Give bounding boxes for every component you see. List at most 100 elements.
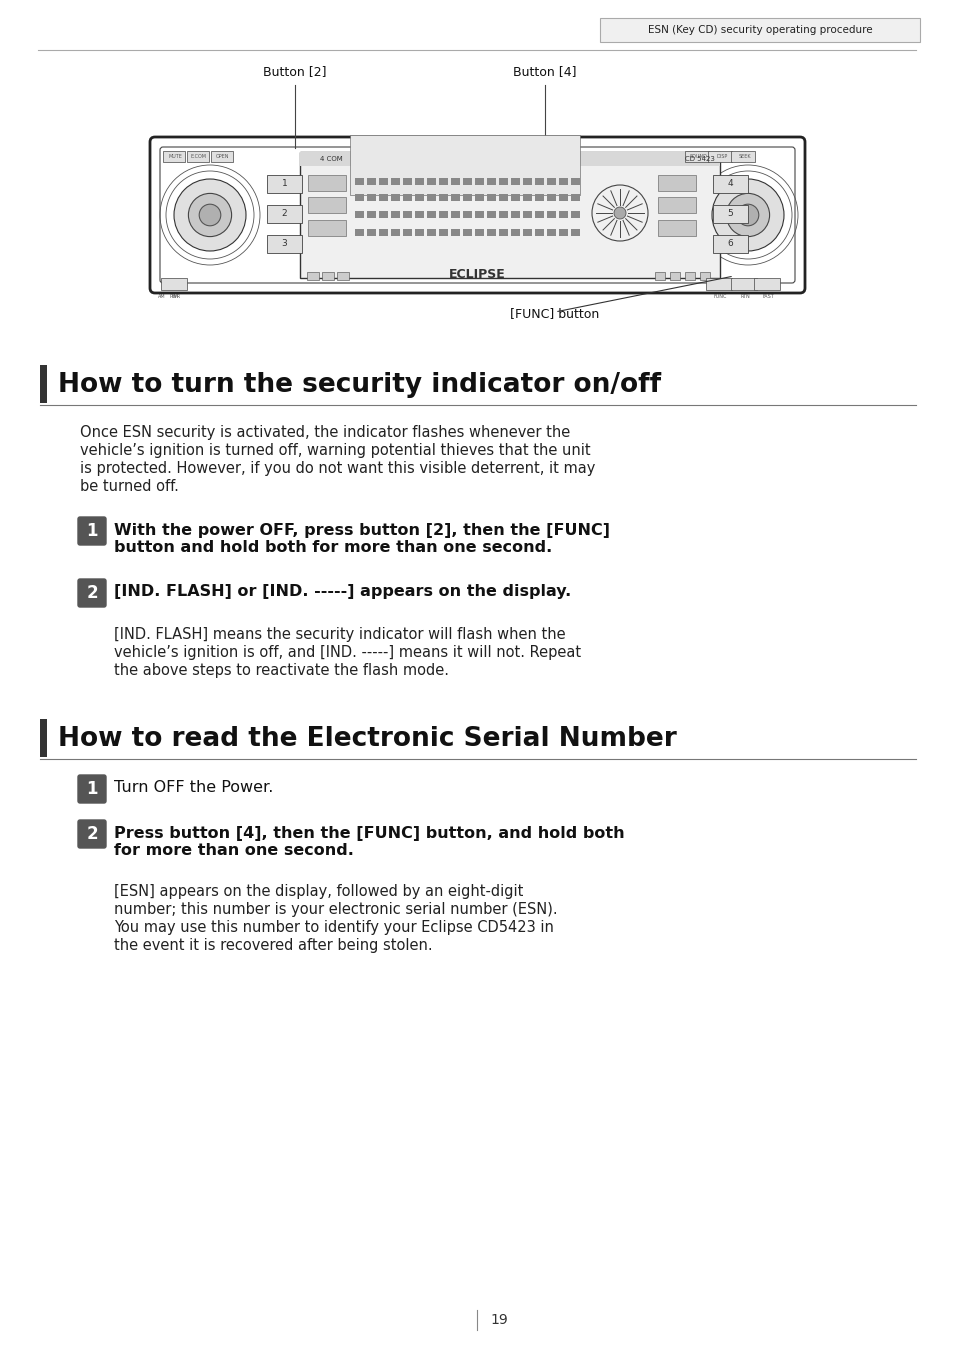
Bar xyxy=(367,211,375,218)
Bar xyxy=(655,272,664,280)
Bar xyxy=(558,194,567,201)
Text: 6: 6 xyxy=(727,240,733,248)
Bar xyxy=(438,178,448,186)
Text: 1: 1 xyxy=(281,179,287,188)
Text: Button [2]: Button [2] xyxy=(263,65,327,79)
Bar xyxy=(163,150,185,163)
Bar xyxy=(462,194,472,201)
Text: the event it is recovered after being stolen.: the event it is recovered after being st… xyxy=(113,938,432,953)
Text: vehicle’s ignition is off, and [IND. -----] means it will not. Repeat: vehicle’s ignition is off, and [IND. ---… xyxy=(113,645,580,660)
Bar xyxy=(535,229,543,236)
Text: 1: 1 xyxy=(86,780,97,798)
Bar xyxy=(486,194,496,201)
Text: With the power OFF, press button [2], then the [FUNC]: With the power OFF, press button [2], th… xyxy=(113,523,609,538)
Text: RTN: RTN xyxy=(740,294,749,298)
Bar xyxy=(402,211,412,218)
Bar xyxy=(427,178,436,186)
Bar xyxy=(522,178,532,186)
Bar xyxy=(355,194,364,201)
Bar xyxy=(535,194,543,201)
Bar xyxy=(415,229,423,236)
Bar xyxy=(535,178,543,186)
Text: Turn OFF the Power.: Turn OFF the Power. xyxy=(113,780,274,795)
FancyBboxPatch shape xyxy=(150,137,804,293)
Bar xyxy=(299,152,720,278)
Text: MUTE: MUTE xyxy=(168,153,182,159)
Bar xyxy=(498,178,507,186)
Text: 1: 1 xyxy=(86,522,97,541)
Text: is protected. However, if you do not want this visible deterrent, it may: is protected. However, if you do not wan… xyxy=(80,461,595,476)
Bar xyxy=(571,178,579,186)
Text: 2: 2 xyxy=(86,825,98,843)
Bar xyxy=(522,211,532,218)
Bar xyxy=(438,229,448,236)
Text: FUNC: FUNC xyxy=(713,294,726,298)
Bar xyxy=(367,194,375,201)
Bar xyxy=(355,229,364,236)
Bar xyxy=(712,205,747,224)
Bar xyxy=(438,194,448,201)
Bar xyxy=(475,229,483,236)
Bar xyxy=(367,178,375,186)
Bar xyxy=(402,178,412,186)
Bar xyxy=(486,178,496,186)
FancyBboxPatch shape xyxy=(78,579,106,607)
Bar xyxy=(486,229,496,236)
Bar xyxy=(498,194,507,201)
Bar xyxy=(730,278,757,290)
Bar xyxy=(486,211,496,218)
Bar xyxy=(451,194,459,201)
Bar xyxy=(498,211,507,218)
Bar xyxy=(558,229,567,236)
Text: How to turn the security indicator on/off: How to turn the security indicator on/of… xyxy=(58,373,660,398)
Bar xyxy=(511,194,519,201)
Text: SEEK: SEEK xyxy=(738,153,751,159)
Text: [ESN] appears on the display, followed by an eight-digit: [ESN] appears on the display, followed b… xyxy=(113,883,523,898)
Bar xyxy=(267,205,302,224)
FancyBboxPatch shape xyxy=(78,820,106,848)
Bar xyxy=(415,178,423,186)
Bar xyxy=(415,194,423,201)
Text: FM: FM xyxy=(172,294,178,298)
Bar xyxy=(40,720,47,757)
Bar xyxy=(378,178,388,186)
Text: CD 5423: CD 5423 xyxy=(684,156,714,163)
Text: vehicle’s ignition is turned off, warning potential thieves that the unit: vehicle’s ignition is turned off, warnin… xyxy=(80,443,590,458)
Bar xyxy=(161,278,187,290)
FancyBboxPatch shape xyxy=(78,518,106,545)
Bar xyxy=(546,178,556,186)
Circle shape xyxy=(173,179,246,251)
Bar xyxy=(700,272,709,280)
Text: SOUND: SOUND xyxy=(689,153,707,159)
FancyBboxPatch shape xyxy=(78,775,106,804)
Bar xyxy=(546,229,556,236)
Text: 19: 19 xyxy=(490,1313,507,1327)
Bar xyxy=(558,211,567,218)
Bar xyxy=(705,278,731,290)
Bar xyxy=(658,196,696,213)
Text: OPEN: OPEN xyxy=(216,153,230,159)
Bar xyxy=(308,175,346,191)
Text: the above steps to reactivate the flash mode.: the above steps to reactivate the flash … xyxy=(113,663,449,678)
Bar xyxy=(511,229,519,236)
Bar xyxy=(267,234,302,253)
Bar xyxy=(684,150,708,163)
Text: 3: 3 xyxy=(281,240,287,248)
Bar xyxy=(322,272,334,280)
Bar xyxy=(475,211,483,218)
Bar xyxy=(299,152,720,167)
Bar xyxy=(546,194,556,201)
Bar xyxy=(712,175,747,192)
Bar xyxy=(378,211,388,218)
Circle shape xyxy=(725,194,769,237)
Bar xyxy=(391,194,399,201)
Bar xyxy=(571,211,579,218)
Bar xyxy=(427,194,436,201)
Text: Press button [4], then the [FUNC] button, and hold both: Press button [4], then the [FUNC] button… xyxy=(113,827,624,841)
Bar xyxy=(522,194,532,201)
Text: 4 COM: 4 COM xyxy=(319,156,342,163)
Bar xyxy=(336,272,349,280)
Text: E.COM: E.COM xyxy=(191,153,207,159)
Bar xyxy=(669,272,679,280)
Bar xyxy=(753,278,780,290)
